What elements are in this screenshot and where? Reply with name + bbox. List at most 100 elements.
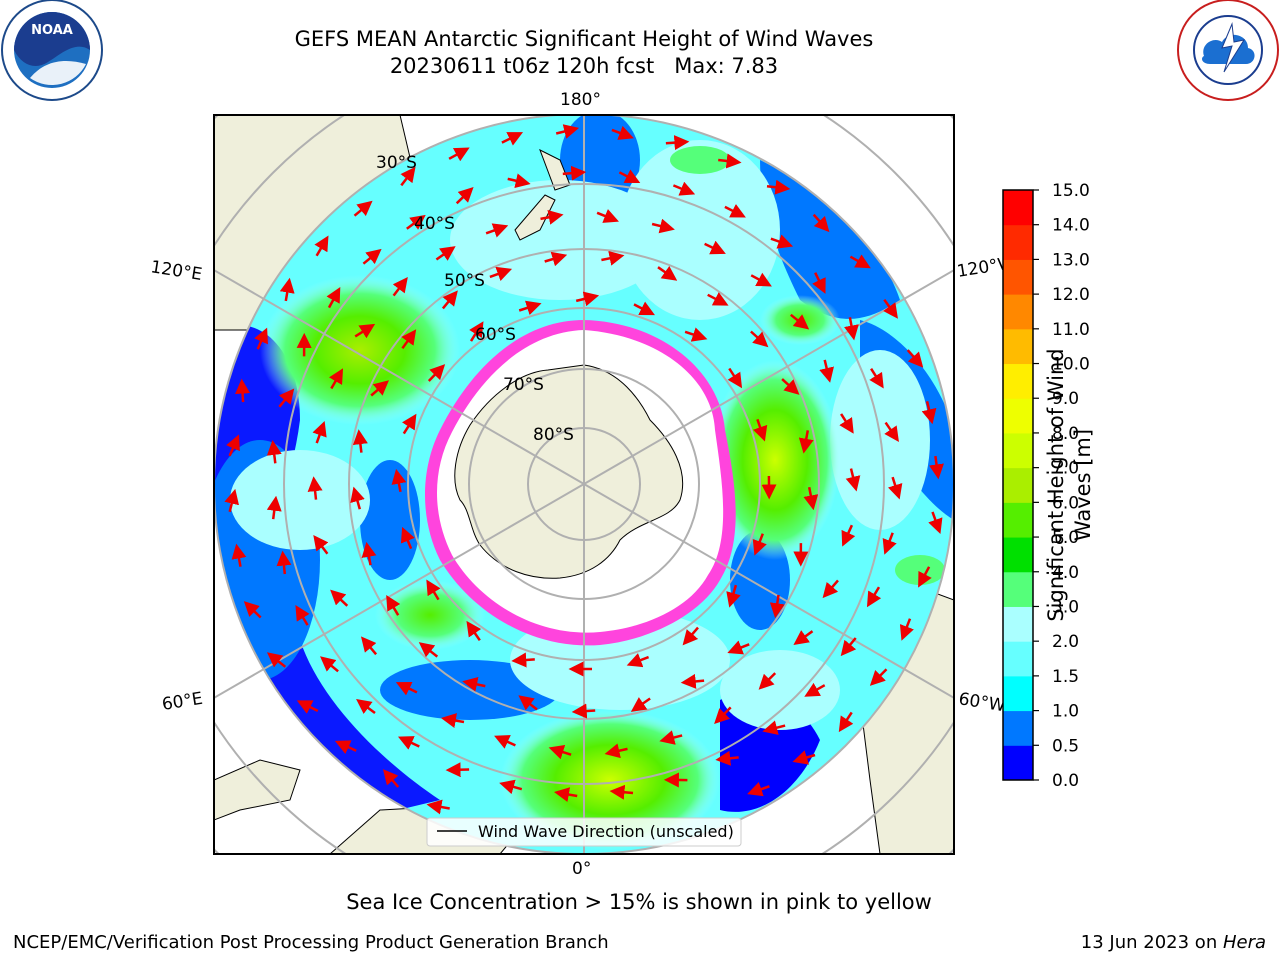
- footer-date: 13 Jun 2023 on Hera: [1081, 932, 1266, 953]
- colorbar-segment: [1003, 224, 1033, 260]
- wind-arrow: [752, 533, 767, 556]
- wind-arrow: [766, 179, 791, 195]
- wind-arrow: [611, 125, 634, 140]
- lat-label-80s: 80°S: [533, 425, 574, 445]
- colorbar-segment: [1003, 710, 1033, 746]
- wind-arrow: [361, 541, 377, 566]
- wind-arrow: [682, 626, 699, 646]
- colorbar-frame: [1002, 189, 1034, 781]
- wind-arrow: [518, 300, 542, 316]
- wind-arrow: [596, 209, 619, 223]
- wind-arrow: [540, 209, 564, 225]
- wind-arrow: [401, 329, 417, 350]
- colorbar-tick-label: 1.5: [1052, 667, 1079, 687]
- footer-date-text: 13 Jun 2023 on: [1080, 932, 1223, 953]
- wind-arrow: [887, 476, 903, 500]
- wind-arrow: [426, 579, 441, 601]
- wind-arrow: [448, 147, 470, 162]
- arrow-legend: Wind Wave Direction (unscaled): [426, 817, 742, 847]
- colorbar-segment: [1003, 363, 1033, 399]
- wind-arrow: [400, 526, 415, 550]
- wind-arrow: [707, 292, 729, 306]
- colorbar-tick-label: 10.0: [1052, 355, 1090, 375]
- wind-arrow: [704, 240, 726, 255]
- wind-arrow: [462, 677, 486, 692]
- colorbar-tick-label: 2.0: [1052, 632, 1079, 652]
- lon-label-120e: 120°E: [149, 257, 203, 285]
- wind-arrow: [499, 779, 523, 795]
- colorbar-tick-label: 3.0: [1052, 597, 1079, 617]
- wind-arrow: [548, 744, 572, 760]
- colorbar-segment: [1003, 745, 1033, 781]
- wind-arrow: [762, 720, 786, 735]
- wind-arrow: [630, 697, 651, 712]
- wind-arrow: [819, 359, 834, 383]
- wind-arrow: [752, 418, 768, 442]
- lat-label-50s: 50°S: [444, 271, 485, 291]
- chart-title: GEFS MEAN Antarctic Significant Height o…: [294, 27, 874, 51]
- wind-arrow: [224, 488, 240, 513]
- wind-arrow: [718, 153, 742, 169]
- wind-arrow: [426, 799, 450, 815]
- colorbar-tick-label: 5.0: [1052, 528, 1079, 548]
- wind-arrow: [266, 439, 282, 464]
- colorbar-segment: [1003, 675, 1033, 712]
- wind-arrow: [235, 378, 251, 403]
- wind-arrow: [353, 200, 373, 217]
- wind-arrow: [575, 291, 600, 307]
- wind-arrow: [350, 486, 365, 510]
- wind-arrow: [330, 589, 349, 607]
- wind-arrow: [418, 642, 439, 658]
- wind-arrow: [884, 421, 899, 442]
- wind-arrow: [726, 584, 741, 608]
- lat-label-40s: 40°S: [414, 214, 455, 234]
- wind-arrow: [750, 272, 772, 287]
- wind-arrow: [921, 401, 937, 425]
- wind-arrow: [356, 699, 376, 715]
- wind-arrow: [724, 204, 746, 218]
- colorbar-tick-label: 9.0: [1052, 389, 1079, 409]
- wind-arrow: [382, 769, 400, 788]
- colorbar-tick-label: 0.5: [1052, 736, 1079, 756]
- wind-arrow: [489, 266, 513, 282]
- wind-arrow: [329, 368, 344, 390]
- wind-arrow: [866, 586, 882, 608]
- wind-arrow: [466, 620, 482, 642]
- wind-arrow: [769, 594, 785, 619]
- colorbar-segment: [1003, 502, 1033, 538]
- wind-arrow: [626, 653, 650, 668]
- wind-arrow: [633, 301, 655, 316]
- wind-arrow: [226, 434, 240, 457]
- wind-arrow: [313, 535, 329, 555]
- wind-arrow: [727, 367, 743, 389]
- wind-arrow: [278, 388, 295, 408]
- wind-arrow: [395, 681, 418, 696]
- graticule: [214, 115, 954, 854]
- chart-subtitle: 20230611 t06z 120h fcst Max: 7.83: [389, 54, 779, 78]
- wind-arrow: [714, 706, 732, 725]
- wind-arrow: [266, 652, 287, 668]
- wind-arrow: [507, 173, 531, 189]
- wind-arrow: [839, 413, 854, 434]
- wind-arrow: [326, 287, 341, 309]
- colorbar-tick-label: 8.0: [1052, 424, 1079, 444]
- colorbar-segment: [1003, 328, 1033, 365]
- footer-machine: Hera: [1222, 932, 1266, 953]
- lat-label-60s: 60°S: [475, 325, 516, 345]
- wind-arrow: [812, 272, 826, 294]
- wind-arrow: [571, 703, 596, 719]
- wind-wave-direction-arrows: [224, 124, 944, 815]
- colorbar-segment: [1003, 467, 1033, 503]
- wind-arrow: [435, 246, 456, 261]
- wind-arrow: [672, 181, 696, 196]
- nws-logo: [1177, 0, 1279, 101]
- wind-arrow: [397, 736, 420, 750]
- wind-arrow: [790, 313, 810, 330]
- wind-arrow: [918, 566, 932, 588]
- wind-arrow: [869, 368, 884, 389]
- wind-arrow: [386, 594, 401, 616]
- colorbar-segment: [1003, 259, 1033, 295]
- wind-arrow: [798, 430, 814, 454]
- wind-arrow: [544, 251, 568, 267]
- wind-arrow: [296, 700, 319, 714]
